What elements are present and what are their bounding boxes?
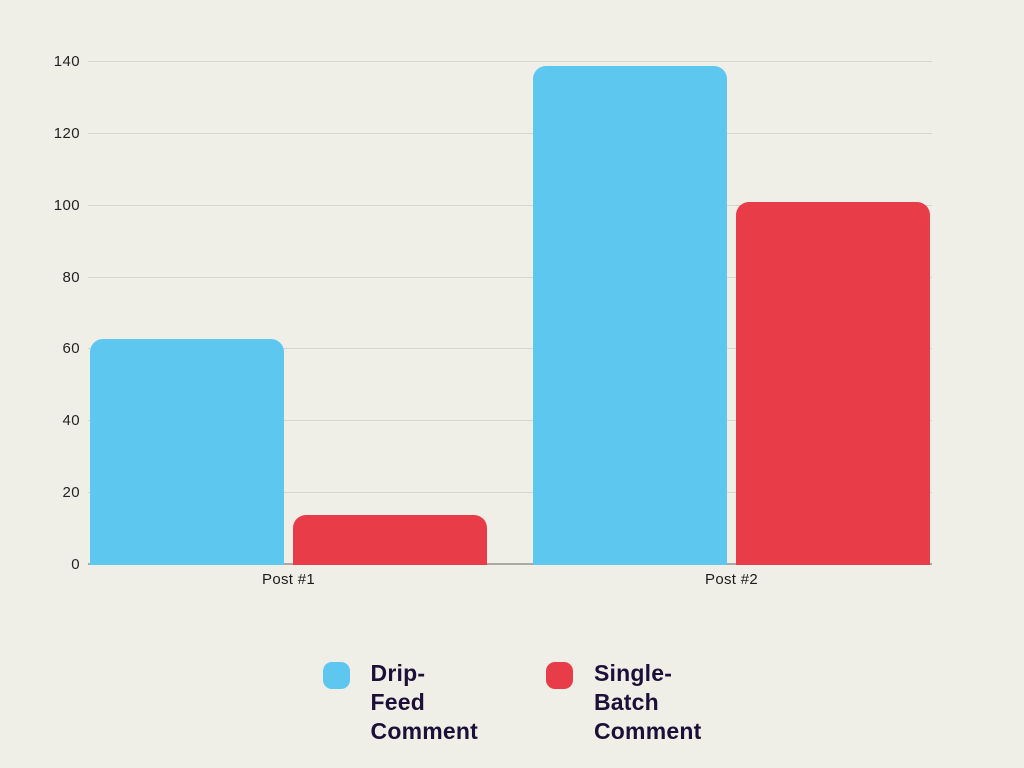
gridline-y-140 xyxy=(88,61,932,62)
bar-single-batch-comment-post-2 xyxy=(736,202,930,565)
y-tick-label-60: 60 xyxy=(62,340,80,358)
y-tick-label-20: 20 xyxy=(62,484,80,502)
y-tick-label-140: 140 xyxy=(53,53,80,70)
legend-swatch-red xyxy=(546,662,573,689)
legend-item-single-batch: Single-Batch Comment xyxy=(546,659,701,746)
gridline-y-120 xyxy=(88,132,932,134)
gridline-y-80 xyxy=(88,276,932,278)
gridline-y-100 xyxy=(88,204,932,206)
y-tick-label-0: 0 xyxy=(71,556,80,573)
bar-drip-feed-comment-post-2 xyxy=(533,65,727,565)
y-tick-label-40: 40 xyxy=(62,412,80,430)
x-tick-label-post-1: Post #1 xyxy=(262,571,315,588)
bar-drip-feed-comment-post-1 xyxy=(90,338,284,565)
legend-item-drip-feed: Drip-Feed Comment xyxy=(322,659,478,746)
legend-label-single-batch: Single-Batch Comment xyxy=(594,660,702,744)
gridline-y-20 xyxy=(88,492,932,494)
plot-area xyxy=(88,61,932,565)
gridline-y-60 xyxy=(88,348,932,350)
y-tick-label-100: 100 xyxy=(53,196,80,214)
legend-swatch-blue xyxy=(322,662,350,689)
gridline-y-0 xyxy=(88,563,932,565)
gridline-y-40 xyxy=(88,420,932,422)
y-tick-label-120: 120 xyxy=(53,124,80,142)
y-tick-label-80: 80 xyxy=(62,268,80,286)
legend-label-drip-feed: Drip-Feed Comment xyxy=(370,660,478,744)
chart-legend: Drip-Feed Comment Single-Batch Comment xyxy=(0,659,1024,746)
bar-single-batch-comment-post-1 xyxy=(293,514,487,565)
x-tick-label-post-2: Post #2 xyxy=(705,571,758,588)
